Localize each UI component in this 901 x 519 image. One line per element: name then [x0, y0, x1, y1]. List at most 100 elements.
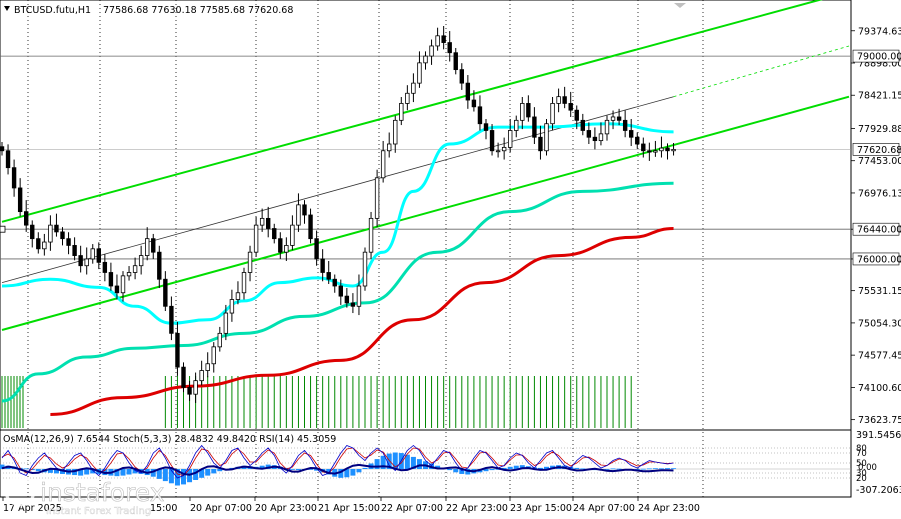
candle-body: [90, 248, 95, 260]
osma-bar: [132, 469, 138, 474]
candle-body: [144, 238, 150, 256]
osma-bar: [168, 469, 174, 484]
indicator-subwindow: [0, 444, 851, 486]
candle-body: [96, 248, 101, 263]
price-tick-label: 78898.00: [858, 58, 901, 69]
osma-bar: [483, 469, 489, 472]
candle-body: [647, 150, 652, 153]
osma-bar: [537, 467, 543, 469]
candle-body: [217, 332, 222, 348]
chart-ohlc: 77586.68 77630.18 77585.68 77620.68: [103, 5, 293, 16]
osma-bar: [35, 469, 41, 472]
candle-body: [386, 143, 392, 152]
candle-body: [0, 146, 5, 152]
candle-body: [78, 255, 83, 267]
osma-bar: [156, 469, 162, 479]
candle-body: [320, 258, 325, 273]
candle-body: [326, 272, 331, 280]
price-candles: [0, 26, 676, 403]
candle-body: [241, 272, 247, 294]
time-label: 24 Apr 23:00: [638, 503, 700, 514]
symbol-dropdown-icon[interactable]: [4, 6, 10, 11]
osma-bar: [217, 469, 223, 472]
price-tick-label: 76976.13: [858, 188, 901, 199]
candle-body: [411, 82, 416, 94]
candle-body: [423, 55, 428, 64]
chart-shift-marker-icon[interactable]: [674, 3, 686, 8]
osma-bar: [416, 459, 422, 469]
candle-body: [393, 119, 398, 145]
time-axis[interactable]: 17 Apr 2025 20 Apr 07:00 20 Apr 23:00 21 Ap…: [2, 497, 700, 514]
time-label: 17 Apr 2025: [3, 503, 62, 514]
osma-bar: [447, 469, 453, 471]
candle-body: [544, 123, 549, 152]
osma-bar: [404, 454, 410, 469]
time-label: 20 Apr 07:00: [190, 503, 252, 514]
candle-body: [181, 366, 186, 388]
candle-body: [120, 275, 126, 294]
osma-bar: [380, 455, 386, 469]
price-tick-label: 77453.00: [858, 156, 901, 167]
osma-bar: [519, 465, 525, 469]
candle-body: [23, 211, 29, 226]
stoch-signal-line: [1, 447, 674, 476]
candle-body: [556, 96, 561, 104]
candle-body: [235, 292, 241, 300]
osma-bar: [350, 469, 356, 476]
indicator-axis-label: 70: [856, 449, 867, 459]
osma-bar: [283, 467, 289, 469]
price-tick-label: 74100.60: [858, 383, 901, 394]
osma-bar: [344, 469, 350, 478]
candle-body: [520, 103, 525, 121]
candle-body: [259, 217, 265, 226]
candle-body: [296, 204, 301, 226]
osma-bar: [652, 468, 658, 470]
candle-body: [344, 295, 350, 304]
candle-body: [598, 133, 604, 142]
candle-body: [199, 370, 204, 382]
osma-bar: [174, 469, 180, 486]
price-tick-label: 78421.15: [858, 91, 901, 102]
osma-bar: [658, 468, 664, 470]
osma-bar: [362, 467, 368, 469]
candle-body: [163, 278, 168, 307]
candle-body: [30, 224, 35, 240]
candle-body: [610, 116, 616, 121]
osma-bar: [501, 467, 507, 469]
candle-body: [586, 130, 592, 138]
candle-body: [11, 167, 17, 189]
indicator-axis-label: 20: [856, 474, 867, 484]
price-tag-label: 76000.00: [857, 254, 901, 265]
candle-body: [48, 224, 53, 243]
osma-bar: [671, 468, 677, 470]
price-tag-box: [852, 222, 900, 236]
candle-body: [441, 35, 446, 43]
osma-bar: [162, 469, 168, 482]
candle-body: [514, 119, 519, 131]
osma-bar: [435, 465, 441, 469]
price-tick-label: 75054.30: [858, 318, 901, 329]
candle-body: [459, 69, 464, 84]
candle-body: [604, 119, 610, 135]
candle-body: [465, 82, 471, 101]
candle-body: [36, 238, 41, 250]
osma-bar: [646, 468, 652, 470]
time-label-partial: 15:00: [150, 503, 177, 514]
osma-bar: [211, 469, 217, 474]
chart-symbol: BTCUSD.futu,H1: [14, 5, 91, 16]
osma-bar: [126, 469, 132, 475]
candle-body: [477, 106, 483, 125]
candle-body: [308, 214, 313, 240]
osma-bar: [495, 469, 501, 470]
candle-body: [229, 299, 235, 314]
price-tag-label: 77620.68: [857, 145, 901, 156]
logo-arrows-icon: [10, 475, 30, 496]
candle-body: [302, 204, 307, 216]
osma-bar: [289, 469, 295, 470]
candle-body: [532, 116, 537, 138]
indicator-header: OsMA(12,26,9) 7.6544 Stoch(5,3,3) 28.483…: [3, 434, 336, 445]
candle-body: [405, 92, 410, 104]
osma-bar: [23, 468, 29, 470]
instaforex-logo: instaforex Instant Forex Trading: [4, 475, 165, 517]
